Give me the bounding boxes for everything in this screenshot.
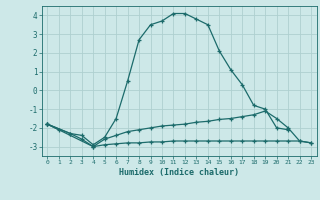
X-axis label: Humidex (Indice chaleur): Humidex (Indice chaleur) <box>119 168 239 177</box>
